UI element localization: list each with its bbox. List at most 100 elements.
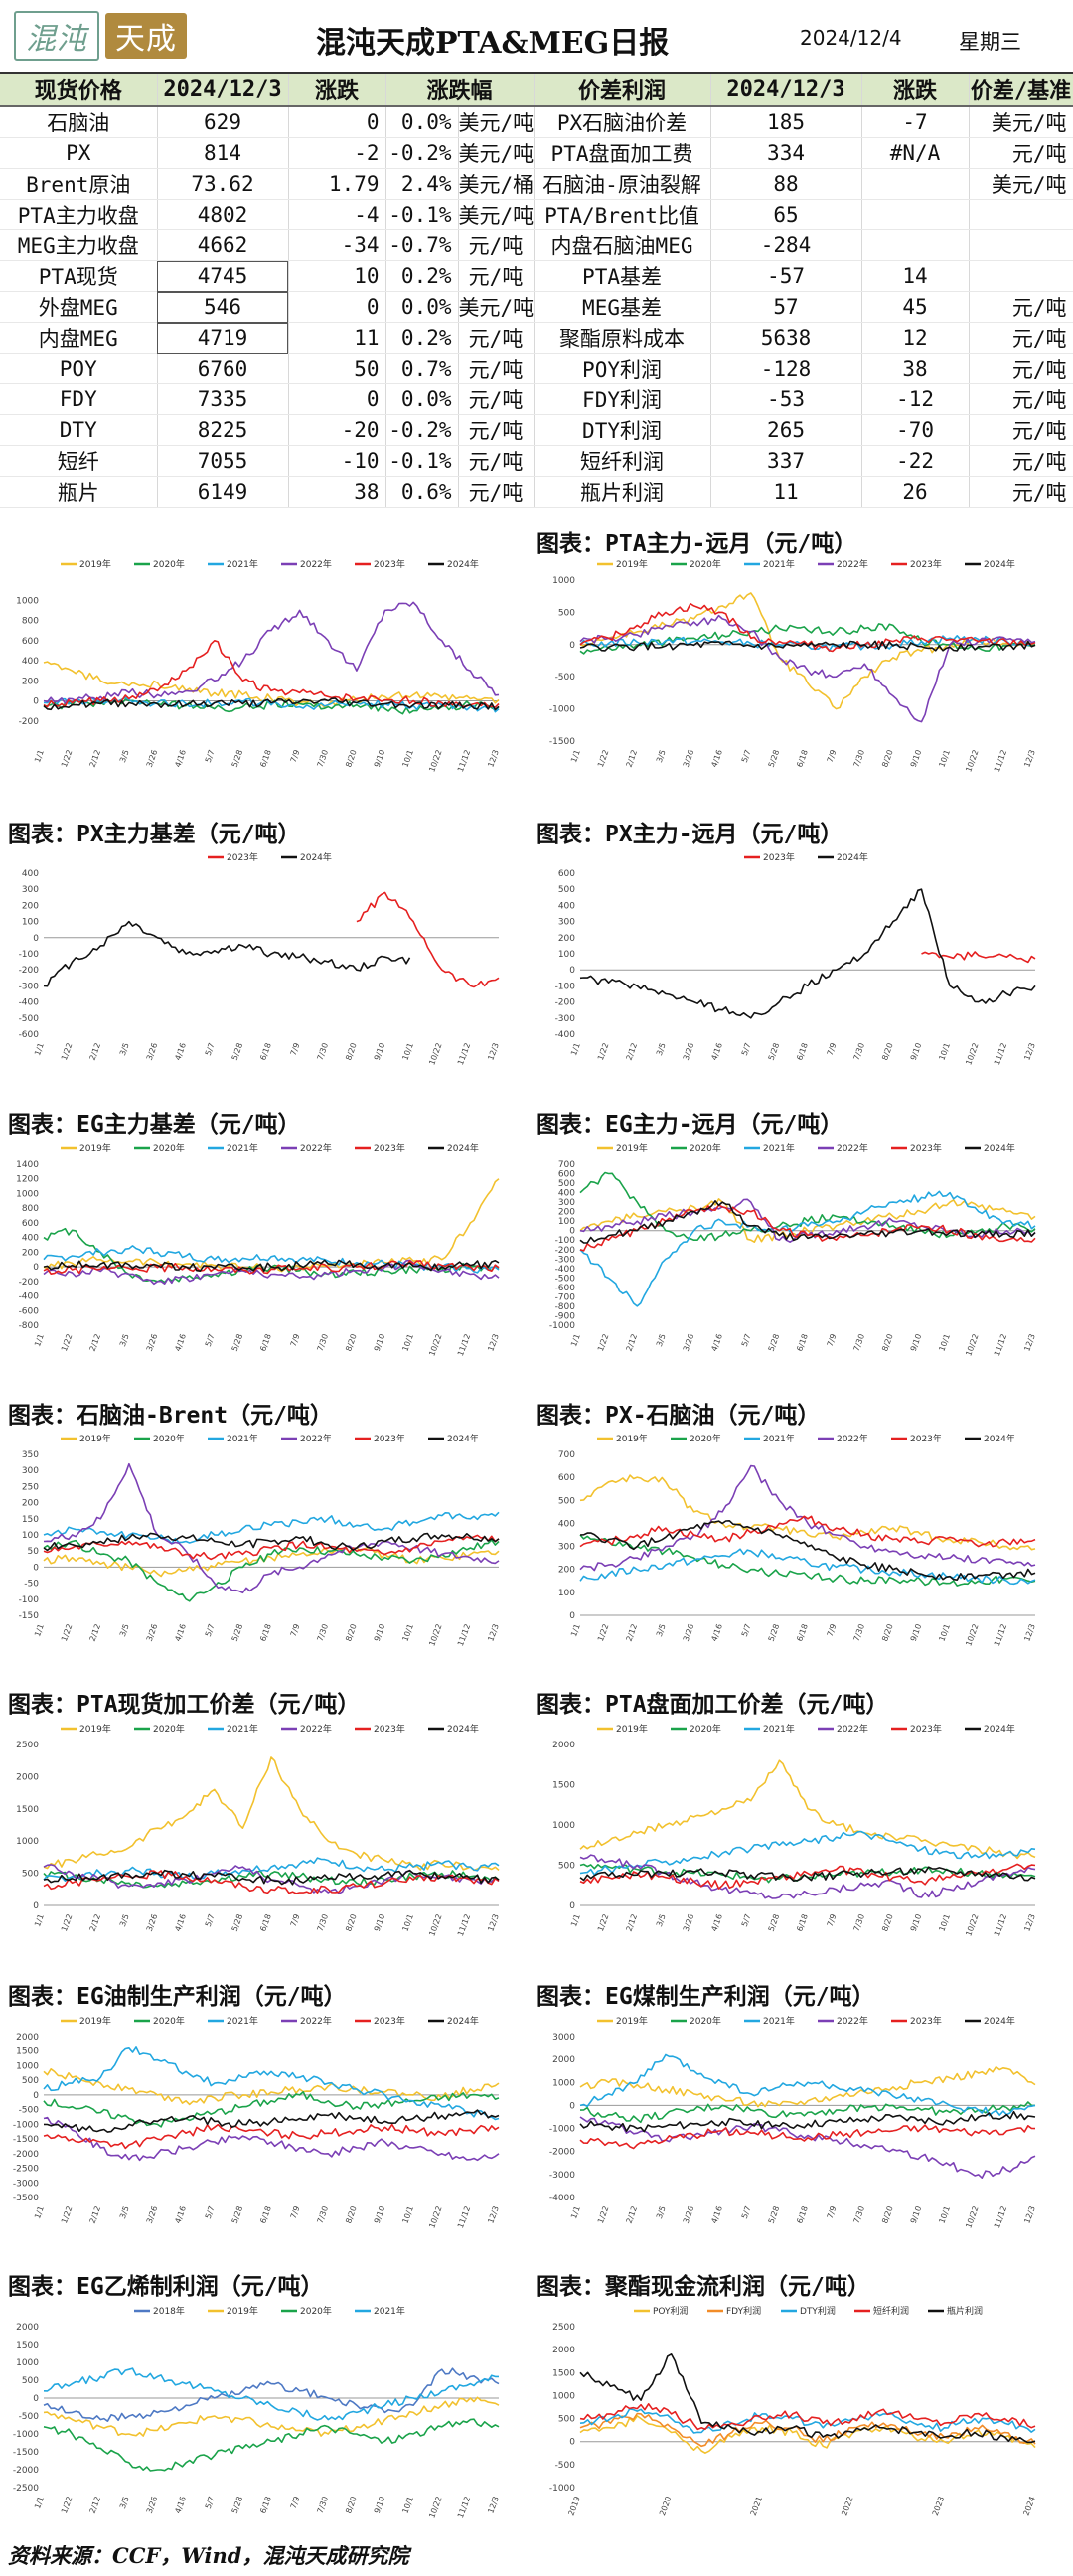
source-note: 资料来源：CCF，Wind，混沌天成研究院 [8,2543,409,2568]
y-tick-label: 2500 [552,2323,575,2333]
legend-item: 2024年 [428,558,479,570]
x-tick-label: 1/1 [569,1333,582,1348]
legend-label: 2023年 [910,2015,942,2027]
series-line [579,1830,1036,1876]
x-tick-label: 3/26 [145,1623,160,1643]
x-tick-label: 5/7 [740,1333,753,1348]
x-tick-label: 10/22 [427,2496,443,2520]
x-tick-label: 2023 [931,2496,946,2517]
x-tick-label: 7/9 [289,2496,302,2510]
legend-item: 2022年 [281,2015,332,2027]
table-cell: -0.2% [385,137,459,169]
x-tick-label: 7/9 [826,1913,839,1928]
x-tick-label: 10/1 [400,749,415,769]
y-tick-label: 200 [22,1248,39,1258]
legend-item: 2021年 [744,2015,795,2027]
table-cell: 内盘石脑油MEG [534,229,711,261]
x-tick-label: 5/7 [740,749,753,764]
series-line [43,1756,500,1872]
series-line [579,602,1036,653]
y-tick-label: 0 [569,1611,575,1621]
x-tick-label: 8/20 [880,1623,895,1643]
y-tick-label: 0 [569,2101,575,2111]
y-tick-label: -500 [19,1014,40,1024]
y-tick-label: -100 [19,950,40,960]
legend-label: 2022年 [300,1433,332,1444]
legend-item: 2021年 [208,1433,258,1444]
x-tick-label: 5/7 [740,1623,753,1638]
y-tick-label: 2000 [552,2055,575,2065]
y-tick-label: 1500 [16,1805,39,1815]
y-tick-label: -400 [555,1265,576,1275]
y-tick-label: -600 [555,1284,576,1293]
legend-label: 2020年 [153,558,185,570]
legend-label: 2020年 [690,558,721,570]
legend-label: 2024年 [984,2015,1015,2027]
y-tick-label: 200 [22,1499,39,1509]
table-cell: DTY [0,414,158,446]
legend-label: 2024年 [837,851,868,863]
legend-item: 2020年 [134,1433,185,1444]
table-row: Brent原油 73.62 1.79 2.4% 美元/桶 石脑油-原油裂解 88 美元/吨 [0,168,1073,200]
x-tick-label: 10/22 [964,749,980,774]
legend-item: 2024年 [965,1433,1015,1444]
x-tick-label: 10/22 [964,1042,980,1067]
legend-item: 2023年 [355,1723,405,1735]
table-cell: FDY利润 [534,383,711,415]
y-tick-label: -500 [19,2106,40,2116]
legend-item: 2022年 [818,1433,868,1444]
x-tick-label: 12/3 [1022,749,1037,769]
x-tick-label: 1/22 [596,1623,611,1643]
table-header-cell: 涨跌 [861,74,970,107]
x-tick-label: 6/18 [258,1913,273,1933]
x-tick-label: 4/16 [173,1623,188,1643]
x-tick-label: 10/1 [937,1913,952,1933]
x-tick-label: 11/12 [993,1623,1008,1648]
legend-label: 2020年 [153,1142,185,1154]
x-tick-label: 5/7 [204,2496,217,2510]
y-tick-label: 300 [558,1198,575,1208]
x-tick-label: 8/20 [880,1042,895,1062]
x-tick-label: 7/9 [289,1042,302,1057]
table-cell: 57 [710,291,862,323]
table-row: 短纤 7055 -10 -0.1% 元/吨 短纤利润 337 -22 元/吨 [0,445,1073,477]
x-tick-label: 10/1 [400,1623,415,1643]
x-tick-label: 1/22 [60,1623,75,1643]
chart-pta-basis: 2019年 2020年 2021年 2022年 2023年 2024年 -200 0 200 40… [0,556,517,783]
chart-svg: POY利润 FDY利润 DTY利润 短纤利润 瓶片利润 -1000 -500 0 500 1000… [549,2305,1037,2517]
table-cell: 瓶片利润 [534,476,711,508]
x-tick-label: 5/28 [230,749,245,769]
table-cell: DTY利润 [534,414,711,446]
legend-item: 2020年 [671,1142,721,1154]
legend-label: 2021年 [763,1723,795,1735]
y-tick-label: 2000 [16,1772,39,1782]
legend-label: 2024年 [984,1142,1015,1154]
table-cell: 元/吨 [969,476,1073,508]
x-tick-label: 3/26 [145,1913,160,1933]
y-tick-label: 400 [22,1234,39,1244]
table-cell: 0.0% [385,291,459,323]
x-tick-label: 4/16 [709,1042,724,1062]
x-tick-label: 10/22 [427,1333,443,1358]
table-cell: 7055 [157,445,289,477]
legend-item: 2021年 [208,1142,258,1154]
legend-label: 2022年 [837,1723,868,1735]
y-tick-label: 0 [569,1901,575,1911]
chart-title-pta-futures: 图表：PTA盘面加工价差（元/吨） [536,1692,889,1718]
table-cell: 73.62 [157,168,289,200]
y-tick-label: -3500 [13,2194,39,2203]
legend-label: 2021年 [227,1142,258,1154]
x-tick-label: 9/10 [909,749,924,769]
table-cell: 元/吨 [458,260,535,292]
x-tick-label: 2/12 [625,1333,640,1353]
x-tick-label: 4/16 [173,2496,188,2515]
legend-label: 2023年 [910,1142,942,1154]
y-tick-label: 500 [22,2376,39,2386]
legend-item: 2020年 [671,1723,721,1735]
y-tick-label: 300 [558,918,575,928]
y-tick-label: 1000 [552,2078,575,2088]
series-line [579,2124,1036,2150]
x-tick-label: 3/5 [118,2496,131,2510]
x-tick-label: 12/3 [1022,2205,1037,2225]
x-tick-label: 3/26 [145,1042,160,1062]
